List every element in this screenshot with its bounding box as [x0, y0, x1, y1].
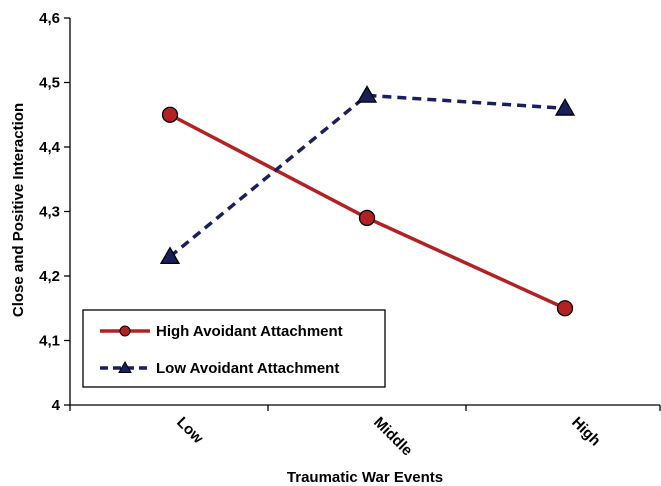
y-tick-label: 4,6 — [39, 10, 60, 27]
y-ticks: 4 4,1 4,2 4,3 4,4 4,5 4,6 — [39, 10, 70, 414]
legend-item: Low Avoidant Attachment — [100, 360, 339, 377]
legend-marker — [119, 325, 131, 337]
legend: High Avoidant Attachment Low Avoidant Att… — [82, 309, 386, 388]
y-tick-label: 4,3 — [39, 204, 60, 221]
y-axis-title: Close and Positive Interaction — [10, 103, 27, 317]
series-line — [168, 93, 566, 259]
data-point — [356, 85, 378, 103]
data-point — [554, 97, 576, 116]
y-tick-label: 4,2 — [39, 268, 60, 285]
data-point — [161, 106, 179, 123]
y-tick-label: 4,4 — [39, 139, 61, 156]
x-tick-label: High — [568, 414, 604, 450]
x-axis-title: Traumatic War Events — [287, 469, 443, 486]
legend-label: High Avoidant Attachment — [156, 323, 343, 340]
legend-marker — [118, 360, 132, 373]
series-low-avoidant — [159, 85, 576, 265]
y-tick-label: 4 — [52, 397, 61, 414]
legend-label: Low Avoidant Attachment — [156, 360, 339, 377]
legend-item: High Avoidant Attachment — [100, 323, 343, 340]
series-high-avoidant — [161, 106, 574, 317]
y-tick-label: 4,5 — [39, 75, 60, 92]
data-point — [556, 300, 574, 317]
series-layer — [159, 85, 576, 317]
data-point — [159, 246, 181, 265]
x-tick-label: Middle — [370, 414, 416, 460]
x-tick-label: Low — [173, 414, 206, 447]
legend-box — [82, 309, 386, 388]
y-tick-label: 4,1 — [39, 333, 60, 350]
x-ticks: Low Middle High — [69, 405, 661, 460]
data-point — [358, 209, 376, 227]
